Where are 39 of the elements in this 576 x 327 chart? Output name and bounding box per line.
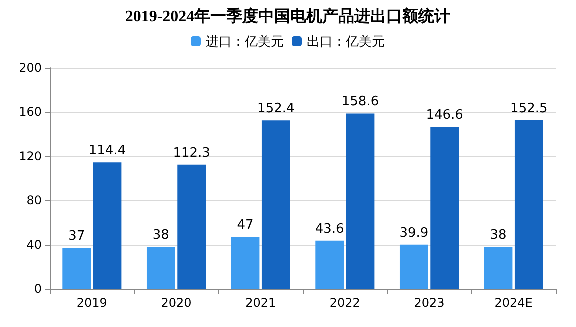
bar (146, 247, 176, 289)
data-label: 38 (490, 228, 507, 244)
data-label: 158.6 (342, 94, 380, 110)
legend-label: 出口：亿美元 (307, 34, 385, 49)
data-label: 146.6 (426, 108, 464, 124)
data-label: 152.5 (510, 101, 548, 116)
bar (514, 120, 544, 289)
data-label: 38 (152, 228, 170, 244)
y-tick-label: 40 (26, 238, 42, 252)
bar (62, 248, 92, 289)
legend-label: 进口：亿美元 (206, 34, 284, 49)
y-tick-label: 160 (19, 105, 42, 120)
data-label: 47 (237, 218, 254, 234)
x-tick-label: 2019 (76, 296, 108, 310)
x-tick-label: 2023 (414, 296, 445, 310)
bar (231, 237, 260, 289)
data-label: 39.9 (400, 226, 429, 241)
bar (430, 127, 460, 289)
x-tick-label: 2020 (161, 296, 192, 310)
x-tick-label: 2022 (330, 296, 360, 310)
x-tick-label: 2024E (494, 296, 533, 310)
bar (262, 120, 290, 289)
chart-title: 2019-2024年一季度中国电机产品进出口额统计 (125, 6, 451, 26)
y-tick-label: 120 (19, 149, 42, 164)
data-label: 114.4 (88, 144, 126, 159)
bar (484, 247, 513, 289)
data-label: 112.3 (173, 146, 210, 161)
data-label: 43.6 (315, 222, 344, 237)
y-tick-label: 200 (19, 61, 42, 75)
bar (93, 162, 122, 289)
bar (346, 114, 375, 289)
bar (316, 240, 344, 289)
data-label: 37 (68, 229, 86, 244)
y-tick-label: 80 (26, 194, 42, 208)
bar (400, 244, 428, 289)
y-tick-label: 0 (34, 282, 42, 296)
data-label: 152.4 (258, 102, 295, 117)
bar (178, 164, 206, 289)
x-tick-label: 2021 (246, 296, 276, 310)
